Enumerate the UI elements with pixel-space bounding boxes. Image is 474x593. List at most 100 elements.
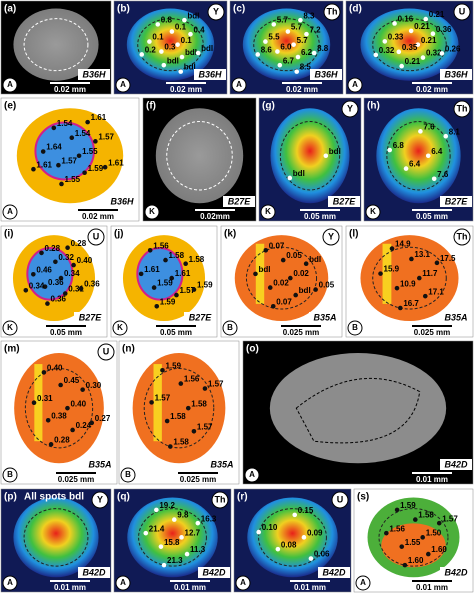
bright-band <box>255 243 265 304</box>
spot-value: 0.36 <box>48 278 64 287</box>
element-badge <box>453 3 471 21</box>
spot-value: 14.9 <box>395 240 411 249</box>
panel-label: (n) <box>122 344 135 355</box>
spot <box>174 292 179 298</box>
spot-value: 0.05 <box>286 251 302 260</box>
spot <box>154 304 160 309</box>
corner-badge <box>115 575 131 591</box>
element-label: Th <box>457 103 468 113</box>
zone-outline <box>372 18 447 72</box>
sample-box <box>106 196 138 207</box>
panel-label: (a) <box>4 4 16 15</box>
sample-label: B27E <box>228 196 252 206</box>
spot-value: 19.2 <box>159 501 175 510</box>
spot-value: 0.33 <box>388 33 404 42</box>
spot-value: 1.60 <box>431 545 447 554</box>
spot <box>311 50 317 56</box>
panel-label: (c) <box>233 4 245 15</box>
spot-value: 0.45 <box>64 376 80 385</box>
corner-badge <box>2 204 18 220</box>
spot <box>168 444 173 449</box>
spot <box>178 381 184 386</box>
spot <box>78 286 84 291</box>
sample-box <box>184 312 216 323</box>
spot-value: 5.7 <box>277 15 289 24</box>
spot <box>161 562 167 568</box>
spot <box>149 400 154 405</box>
element-label: U <box>459 6 466 16</box>
spot-value: 0.32 <box>379 46 395 55</box>
scale-label: 0.01 mm <box>294 583 326 592</box>
zone-outline <box>23 508 89 567</box>
scale-label: 0.025 mm <box>283 328 319 337</box>
spot <box>182 17 187 23</box>
spot <box>420 535 425 540</box>
corner-label: B <box>227 323 233 332</box>
sample-label: B42D <box>444 459 468 469</box>
spot-value: 1.59 <box>88 164 104 173</box>
panel-label: (k) <box>224 229 236 240</box>
spot-value: 8.6 <box>261 46 273 55</box>
spot <box>23 287 29 293</box>
zone-outline <box>372 246 447 310</box>
corner-label: A <box>249 470 255 479</box>
panel: 0.340.360.320.310.460.400.360.280.360.34… <box>0 225 108 338</box>
spot <box>270 304 276 309</box>
grain <box>242 8 331 81</box>
spot-value: 1.59 <box>160 297 176 306</box>
spot-value: 1.57 <box>61 156 77 165</box>
corner-label: B <box>125 470 131 479</box>
spot <box>430 31 436 36</box>
spot <box>292 512 298 518</box>
spot <box>439 51 445 56</box>
panel-label: (r) <box>237 492 248 503</box>
spot-value: bdl <box>293 169 305 178</box>
scale-label: 0.02 mm <box>82 212 114 221</box>
spot-value: 0.31 <box>37 394 53 403</box>
spot-value: 8.5 <box>300 63 312 72</box>
scale-label: 0.05 mm <box>416 212 448 221</box>
spot <box>53 259 58 265</box>
spot <box>431 176 437 182</box>
grain <box>360 8 459 81</box>
scale-label: 0.05 mm <box>50 328 82 337</box>
spot <box>45 301 50 306</box>
spot-value: 1.61 <box>144 265 160 274</box>
element-badge <box>453 100 471 118</box>
spot <box>147 247 153 253</box>
spot <box>384 530 389 536</box>
spot-value: 1.56 <box>184 375 200 384</box>
spot <box>394 507 400 513</box>
corner-label: A <box>240 578 246 587</box>
corner-badge <box>365 204 381 220</box>
spot-value: 6.4 <box>409 160 421 169</box>
panel: 0.09 0.08 0.15 0.06 0.10 (r) U B42D 0.01 mm A <box>233 488 352 593</box>
spot <box>85 119 90 125</box>
corner-label: K <box>117 323 123 332</box>
spot <box>45 418 51 423</box>
panel: 1.58 1.58 1.56 1.57 1.57 1.57 1.58 1.59 (n) B35A 0… <box>118 340 240 485</box>
zone-outline <box>138 508 207 567</box>
spot-value: 13.1 <box>414 250 430 259</box>
spot-value: 0.05 <box>319 281 335 290</box>
spot-value: 0.02 <box>273 279 289 288</box>
spot <box>313 287 318 292</box>
spot-value: 0.1 <box>152 33 164 42</box>
core-zone <box>381 523 446 568</box>
spot-value: 6.4 <box>431 147 443 156</box>
spot-value: 1.59 <box>400 501 416 510</box>
panel: 11.7 10.9 13.1 17.1 15.9 17.5 16.7 14.9 (l) Th B35… <box>345 225 474 338</box>
sample-label: B27E <box>79 312 103 322</box>
spot <box>323 153 329 159</box>
sample-box <box>440 459 472 470</box>
spot <box>288 275 293 281</box>
panel-label: (e) <box>4 101 16 112</box>
spot <box>271 22 277 27</box>
spot-value: 1.57 <box>208 380 224 389</box>
spot <box>169 275 175 281</box>
corner-badge <box>231 77 247 93</box>
spot <box>185 405 191 411</box>
spot-value: 1.61 <box>108 158 124 167</box>
sample-label: B36H <box>198 69 222 79</box>
